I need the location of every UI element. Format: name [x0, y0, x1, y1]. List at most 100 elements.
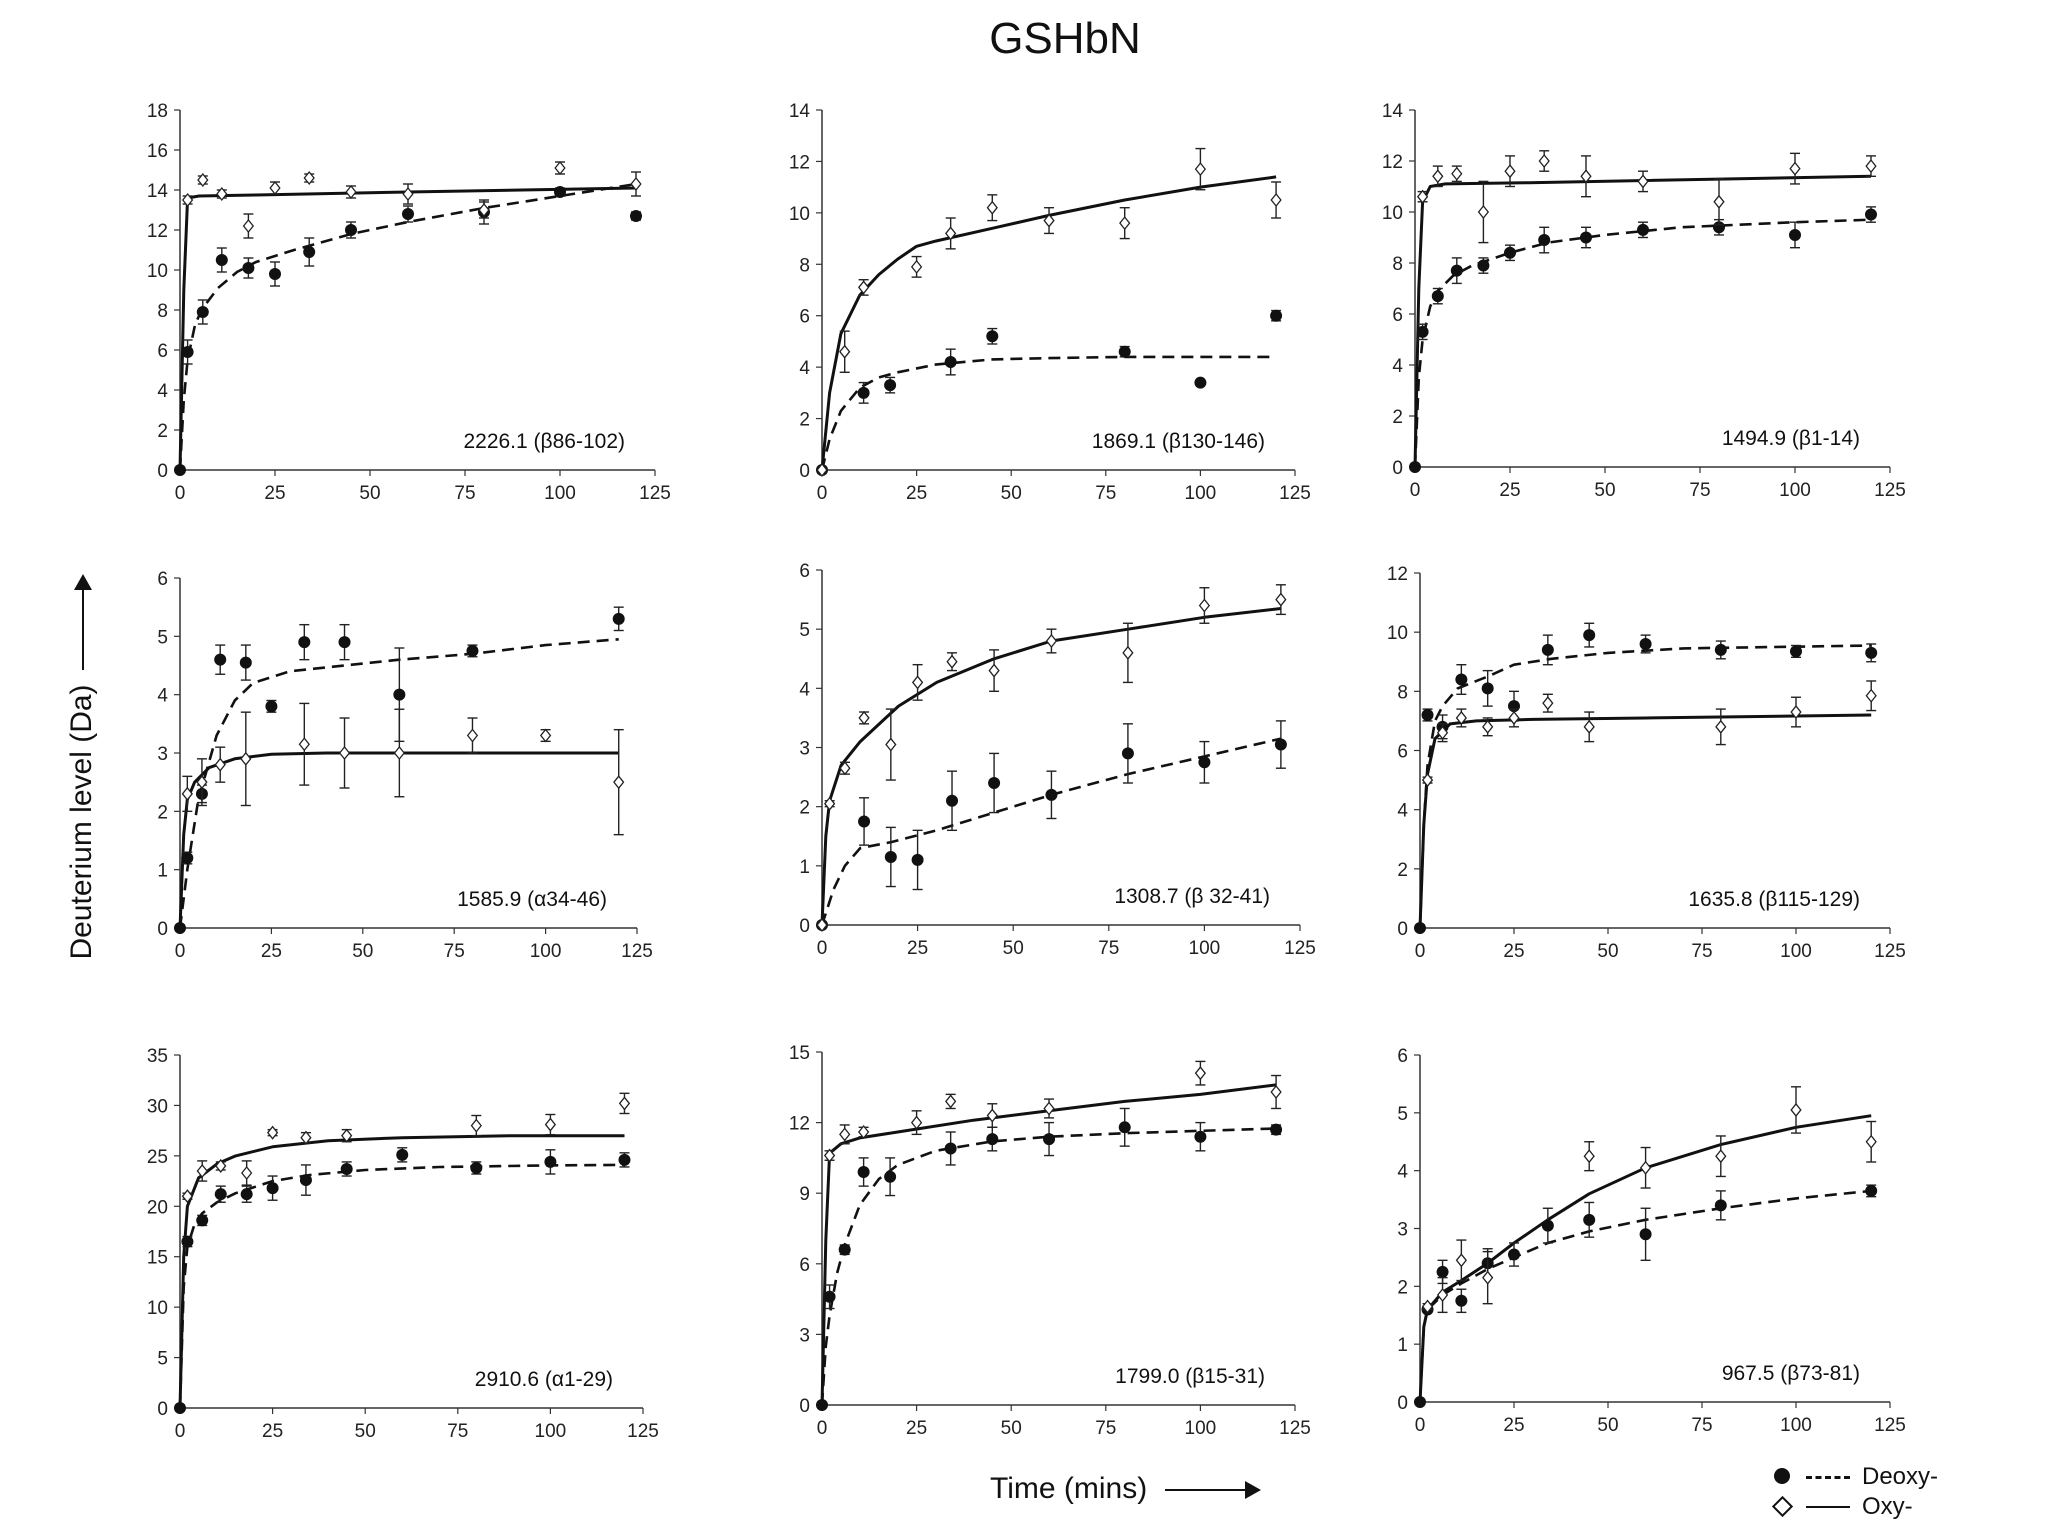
- y-tick-label: 6: [157, 569, 168, 590]
- oxy-point: [269, 180, 281, 196]
- y-tick-label: 0: [157, 919, 168, 940]
- deoxy-point: [239, 656, 252, 669]
- deoxy-point: [1414, 922, 1426, 934]
- chart-panel-1: 0 2 4 6 8 10 12 14 16 18 0 25 50 75 100 125 2226.1 (β86-…: [147, 101, 671, 504]
- y-tick-label: 0: [157, 461, 168, 482]
- oxy-point: [857, 1124, 870, 1140]
- chart-panel-8: 0 3 6 9 12 15 0 25 50 75 100 125 1799.0 (β15-31): [789, 1043, 1311, 1439]
- deoxy-point: [214, 653, 227, 666]
- chart-panel-4: 0 1 2 3 4 5 6 0 25 50 75 100 125 1585.9 (α34-46): [157, 569, 652, 962]
- oxy-point: [1119, 216, 1131, 231]
- deoxy-point: [181, 346, 194, 358]
- chart-panel-3: 0 2 4 6 8 10 12 14 0 25 50 75 100 125 1494.9 (β1-14): [1382, 101, 1906, 501]
- x-tick-label: 75: [444, 941, 465, 962]
- oxy-fit-line: [1413, 174, 1872, 468]
- deoxy-point: [242, 262, 255, 274]
- oxy-point: [1715, 719, 1727, 734]
- oxy-point: [478, 202, 490, 218]
- y-tick-label: 14: [1382, 101, 1404, 122]
- deoxy-point: [1714, 643, 1727, 656]
- y-tick-label: 5: [799, 620, 810, 641]
- oxy-point: [300, 1130, 312, 1145]
- y-tick-label: 1: [799, 857, 810, 878]
- y-tick-label: 12: [789, 152, 810, 173]
- deoxy-fit-line: [820, 1127, 1277, 1406]
- x-tick-label: 25: [906, 483, 927, 504]
- y-tick-label: 12: [1382, 152, 1403, 173]
- x-tick-label: 75: [1689, 480, 1710, 501]
- oxy-point: [1455, 1253, 1467, 1268]
- y-tick-label: 15: [147, 1248, 168, 1269]
- y-tick-label: 6: [1397, 1046, 1408, 1067]
- oxy-point: [1436, 1287, 1449, 1303]
- oxy-point: [298, 737, 310, 752]
- deoxy-point: [181, 852, 194, 864]
- oxy-point: [1436, 725, 1449, 740]
- oxy-point: [181, 192, 194, 208]
- peptide-label: 1635.8 (β115-129): [1688, 888, 1860, 911]
- x-tick-label: 100: [544, 483, 576, 504]
- oxy-point: [630, 176, 642, 192]
- peptide-label: 1308.7 (β 32-41): [1114, 885, 1270, 908]
- x-tick-label: 100: [1185, 1418, 1217, 1439]
- deoxy-point: [470, 1161, 483, 1174]
- deoxy-point: [1639, 638, 1652, 650]
- deoxy-point: [1789, 228, 1801, 241]
- x-tick-label: 50: [1594, 480, 1615, 501]
- oxy-point: [1270, 192, 1282, 208]
- oxy-point: [1583, 719, 1595, 734]
- oxy-point: [181, 786, 193, 801]
- y-tick-label: 16: [147, 141, 168, 162]
- x-tick-label: 125: [621, 941, 653, 962]
- x-tick-label: 0: [175, 483, 186, 504]
- oxy-point: [823, 1148, 836, 1163]
- deoxy-point: [884, 379, 897, 392]
- x-tick-label: 75: [447, 1421, 468, 1442]
- x-axis-label-text: Time (mins): [990, 1472, 1148, 1505]
- oxy-point: [341, 1128, 353, 1143]
- deoxy-point: [1865, 1184, 1878, 1197]
- deoxy-point: [911, 853, 924, 866]
- y-tick-label: 0: [1397, 1393, 1408, 1414]
- y-tick-label: 4: [799, 358, 810, 379]
- x-tick-label: 50: [1597, 1415, 1618, 1436]
- oxy-point: [946, 654, 958, 669]
- deoxy-point: [838, 1243, 851, 1256]
- oxy-point: [1270, 1084, 1282, 1100]
- deoxy-point: [1416, 325, 1429, 338]
- deoxy-point: [1450, 264, 1463, 277]
- oxy-fit-line: [178, 751, 619, 929]
- x-tick-label: 75: [1095, 483, 1116, 504]
- oxy-point: [910, 1115, 923, 1130]
- deoxy-point: [618, 1153, 631, 1166]
- deoxy-point: [1270, 309, 1283, 322]
- y-tick-label: 3: [799, 1325, 810, 1346]
- oxy-point: [1455, 710, 1467, 725]
- oxy-point: [1416, 189, 1429, 204]
- y-tick-label: 1: [157, 861, 168, 882]
- peptide-label: 2910.6 (α1-29): [475, 1368, 613, 1391]
- oxy-point: [470, 1118, 482, 1133]
- deoxy-point: [269, 268, 281, 280]
- deoxy-point: [338, 636, 351, 649]
- y-tick-label: 8: [157, 301, 168, 322]
- y-tick-label: 6: [799, 1255, 810, 1276]
- deoxy-point: [884, 850, 897, 863]
- deoxy-point: [816, 1399, 828, 1411]
- x-tick-label: 0: [175, 1421, 186, 1442]
- deoxy-point: [1194, 376, 1207, 389]
- deoxy-point: [1714, 1199, 1727, 1212]
- deoxy-point: [345, 224, 357, 236]
- y-tick-label: 6: [1392, 305, 1403, 326]
- peptide-label: 1869.1 (β130-146): [1092, 430, 1265, 453]
- peptide-label: 1585.9 (α34-46): [457, 888, 607, 911]
- x-tick-label: 50: [359, 483, 380, 504]
- oxy-fit-line: [178, 1134, 625, 1409]
- deoxy-point: [1118, 1121, 1131, 1134]
- deoxy-point: [1504, 246, 1516, 259]
- y-tick-label: 6: [157, 341, 168, 362]
- x-tick-label: 0: [175, 941, 186, 962]
- x-tick-label: 25: [261, 941, 282, 962]
- oxy-point: [816, 462, 828, 478]
- deoxy-point: [303, 246, 316, 258]
